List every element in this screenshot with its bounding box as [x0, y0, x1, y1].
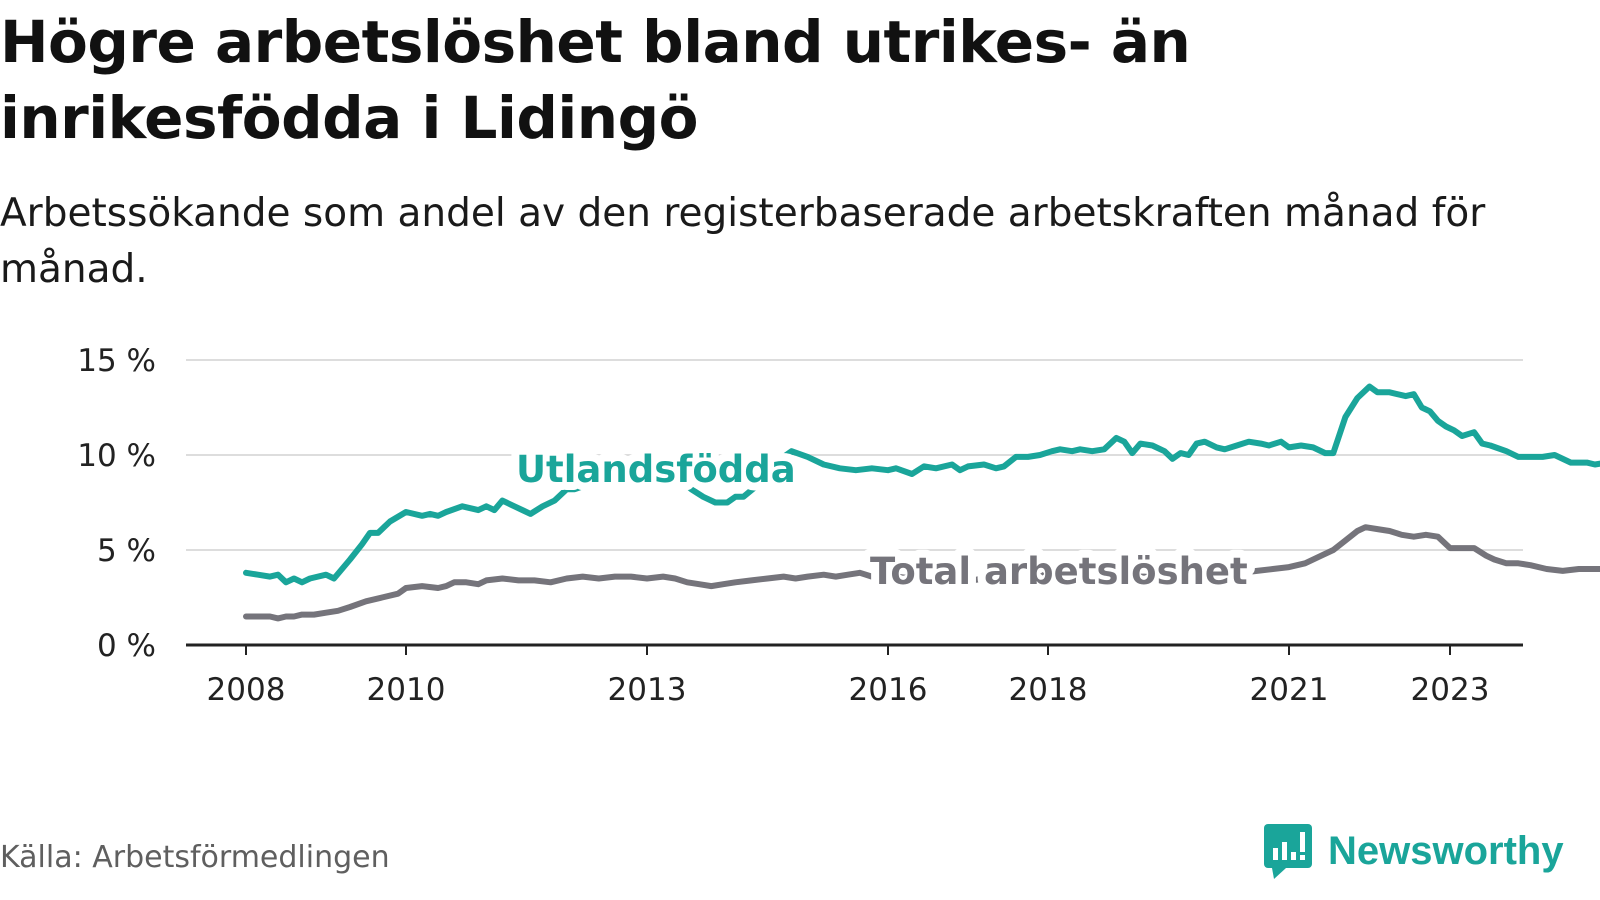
- x-tick-label: 2023: [1411, 672, 1490, 708]
- y-tick-label: 15 %: [77, 343, 156, 379]
- newsworthy-logo: Newsworthy: [1262, 820, 1564, 882]
- brand-name: Newsworthy: [1328, 828, 1564, 873]
- newsworthy-logo-icon: [1264, 824, 1312, 879]
- y-tick-label: 10 %: [77, 438, 156, 474]
- x-tick-label: 2008: [207, 672, 286, 708]
- gridlines: [186, 359, 1523, 551]
- series-lines: [243, 383, 1600, 622]
- series-label-utlandsfodda: Utlandsfödda: [516, 448, 796, 491]
- x-tick-label: 2010: [367, 672, 446, 708]
- x-tick-label: 2021: [1250, 672, 1329, 708]
- source-note: Källa: Arbetsförmedlingen: [0, 840, 390, 875]
- x-axis: 2008 2010 2013 2016 2018 2021 2023: [186, 643, 1523, 708]
- line-chart: 0 %5 %10 %15 % 2008 2010 2013 2016 2018 2021 2…: [77, 343, 1600, 708]
- chart-subtitle: Arbetssökande som andel av den registerb…: [0, 191, 1486, 292]
- chart-title: Högre arbetslöshet bland utrikes- än inr…: [0, 8, 1191, 152]
- series-label-total: Total arbetslöshet: [870, 550, 1248, 593]
- y-tick-label: 5 %: [97, 533, 156, 569]
- x-tick-label: 2016: [849, 672, 928, 708]
- series-line-utlandsfodda: [243, 383, 1600, 586]
- series-line-total: [243, 524, 1600, 622]
- x-tick-label: 2018: [1009, 672, 1088, 708]
- y-axis-ticks: 0 % 5 % 10 % 15 %: [77, 343, 156, 664]
- x-tick-label: 2013: [608, 672, 687, 708]
- y-tick-label: 0 %: [97, 628, 156, 664]
